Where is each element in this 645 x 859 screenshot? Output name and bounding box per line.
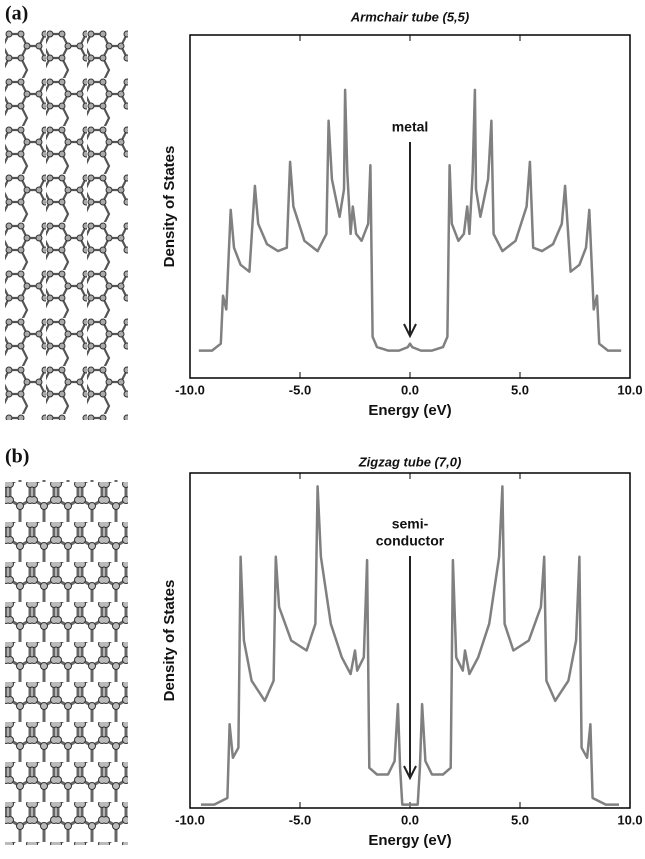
annotation: semi- (392, 516, 429, 532)
panel-label: (b) (5, 446, 29, 468)
x-tick-label: 10.0 (617, 812, 642, 827)
y-axis-label: Density of States (161, 580, 178, 702)
x-axis-label: Energy (eV) (368, 832, 451, 849)
chart-title: Armchair tube (5,5) (350, 9, 469, 24)
page: {"chart_data": [ {"type": "line", "panel… (0, 0, 645, 859)
y-axis-label: Density of States (161, 146, 178, 268)
figure: (a) Armchair tube (5,5) -10.0 -5.0 0.0 5.0 10.… (0, 0, 645, 859)
x-tick-label: -5.0 (289, 812, 311, 827)
nanotube-image (5, 480, 128, 845)
x-tick-label: 5.0 (511, 812, 529, 827)
x-tick-label: 0.0 (401, 812, 419, 827)
chart-title: Zigzag tube (7,0) (358, 454, 462, 469)
annotation: metal (392, 119, 429, 135)
x-tick-label: -10.0 (175, 812, 205, 827)
x-tick-label: 0.0 (401, 382, 419, 397)
x-axis-label: Energy (eV) (368, 402, 451, 419)
x-tick-label: -10.0 (175, 382, 205, 397)
x-tick-label: 10.0 (617, 382, 642, 397)
annotation: conductor (376, 533, 445, 549)
nanotube-image (5, 30, 128, 420)
panel-label: (a) (5, 3, 28, 25)
x-tick-label: 5.0 (511, 382, 529, 397)
x-tick-label: -5.0 (289, 382, 311, 397)
